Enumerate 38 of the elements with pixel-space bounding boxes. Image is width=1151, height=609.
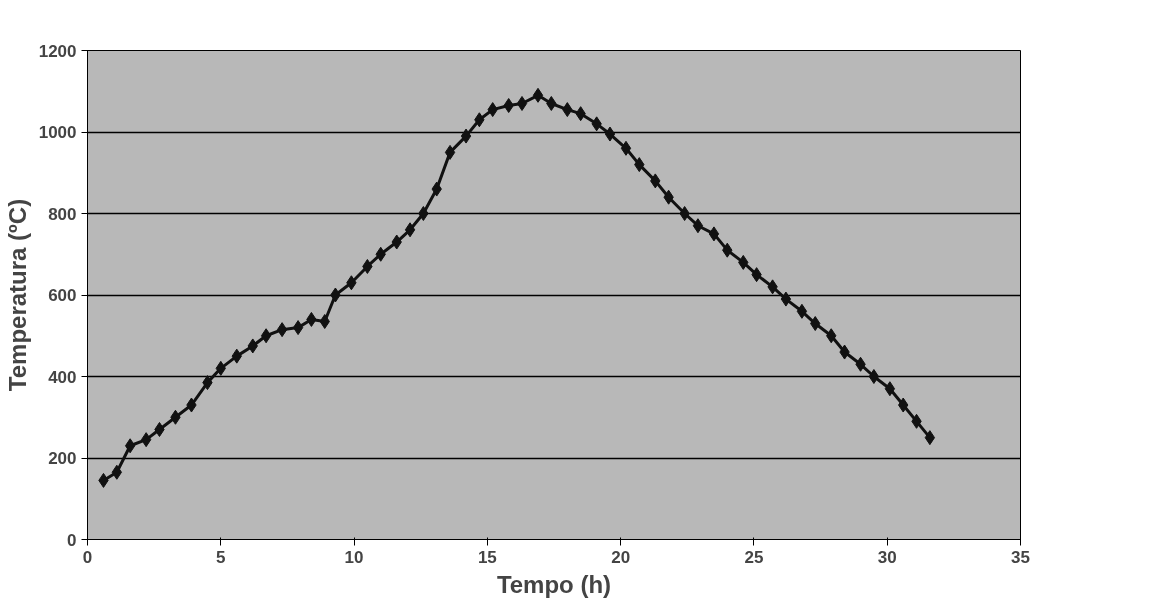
point (444, 144, 456, 160)
point (516, 95, 528, 111)
y-tick-label: 0 (67, 530, 77, 550)
point (404, 222, 416, 238)
y-tick-label: 400 (48, 367, 77, 387)
point (604, 126, 616, 142)
x-tick-label: 20 (611, 547, 631, 567)
point (418, 206, 429, 221)
point (260, 328, 272, 344)
point (679, 206, 690, 221)
x-tick-label: 25 (744, 547, 764, 567)
point (124, 438, 136, 454)
y-tick-label: 600 (48, 286, 77, 305)
x-tick-label: 35 (1011, 547, 1030, 567)
x-tick-label: 5 (216, 547, 226, 567)
point (620, 140, 632, 156)
point (708, 226, 720, 242)
x-tick-label: 15 (477, 547, 497, 567)
point (292, 320, 304, 336)
x-tick-label: 10 (344, 547, 364, 567)
point (276, 322, 288, 338)
point (532, 87, 544, 103)
point (460, 128, 472, 144)
point (884, 381, 896, 397)
y-tick-label: 800 (48, 204, 77, 224)
point (140, 432, 152, 448)
y-axis-title: Temperatura (ºC) (3, 198, 31, 392)
y-tick-label: 1000 (38, 123, 77, 142)
point (796, 303, 808, 319)
point (692, 218, 704, 234)
x-tick-label: 30 (877, 547, 897, 567)
point (780, 291, 792, 307)
point (924, 430, 936, 446)
y-tick-label: 1200 (38, 41, 77, 61)
point (868, 369, 880, 384)
y-tick-label: 200 (48, 449, 77, 468)
x-axis-title: Tempo (h) (496, 570, 612, 598)
x-tick-label: 0 (82, 547, 93, 567)
